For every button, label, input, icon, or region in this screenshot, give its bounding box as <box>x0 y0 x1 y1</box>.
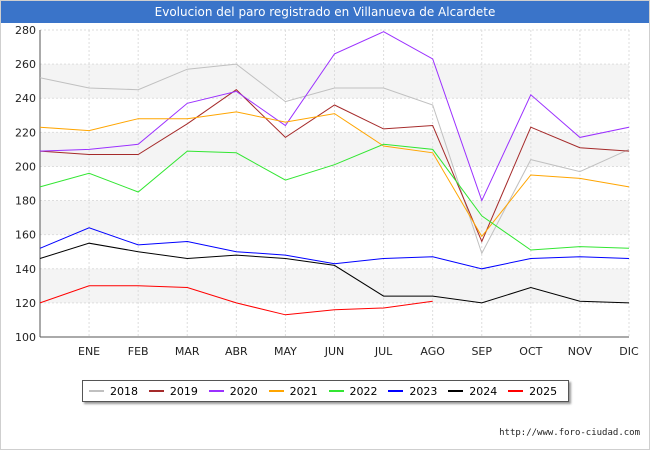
source-url: http://www.foro-ciudad.com <box>499 428 640 438</box>
y-tick-label: 140 <box>15 263 36 276</box>
y-tick-label: 280 <box>15 24 36 37</box>
legend-item-2025: 2025 <box>508 385 568 398</box>
x-tick-label: DIC <box>619 345 639 358</box>
grid-band <box>40 64 629 99</box>
legend-swatch <box>268 390 284 392</box>
x-tick-label: ENE <box>78 345 100 358</box>
chart-title: Evolucion del paro registrado en Villanu… <box>1 1 649 23</box>
legend-swatch <box>448 390 464 392</box>
legend-label: 2023 <box>409 384 438 398</box>
legend-item-2019: 2019 <box>148 384 209 398</box>
x-tick-label: ABR <box>225 345 248 358</box>
y-tick-label: 220 <box>15 126 36 139</box>
x-tick-label: MAY <box>274 345 297 358</box>
x-tick-label: JUL <box>374 345 393 358</box>
legend-item-2018: 2018 <box>89 385 149 398</box>
legend-label: 2021 <box>289 384 318 398</box>
legend-label: 2024 <box>469 384 498 398</box>
y-tick-label: 240 <box>15 92 36 105</box>
x-tick-label: SEP <box>471 345 492 358</box>
y-tick-label: 160 <box>15 229 36 242</box>
x-tick-label: JUN <box>324 345 345 358</box>
legend-label: 2018 <box>110 384 138 398</box>
x-tick-label: NOV <box>568 345 593 358</box>
x-tick-label: MAR <box>175 345 200 358</box>
legend-item-2020: 2020 <box>208 384 269 398</box>
legend-item-2024: 2024 <box>448 385 508 398</box>
series-line-2019 <box>39 89 630 243</box>
legend-swatch <box>208 390 224 392</box>
legend-swatch <box>89 390 104 392</box>
series-line-2022 <box>39 143 630 251</box>
y-tick-label: 260 <box>15 58 36 71</box>
series-line-2020 <box>39 31 630 202</box>
legend-swatch <box>328 390 344 392</box>
legend-item-2023: 2023 <box>388 385 448 398</box>
y-tick-label: 120 <box>15 297 36 310</box>
grid-band <box>40 200 629 235</box>
x-tick-label: AGO <box>420 345 445 358</box>
y-tick-label: 100 <box>15 331 36 344</box>
x-tick-label: FEB <box>128 345 149 358</box>
series-line-2024 <box>39 242 630 304</box>
y-tick-label: 180 <box>15 195 36 208</box>
series-line-2021 <box>39 111 630 238</box>
legend-label: 2025 <box>529 384 558 398</box>
legend-swatch <box>508 390 524 392</box>
legend-item-2021: 2021 <box>268 384 329 398</box>
series-line-2025 <box>39 285 433 316</box>
x-tick-label: OCT <box>519 345 542 358</box>
series-line-2023 <box>39 227 630 270</box>
grid-band <box>40 132 629 167</box>
legend-item-2022: 2022 <box>328 384 389 398</box>
y-tick-label: 200 <box>15 160 36 173</box>
legend-swatch <box>148 390 164 392</box>
series-line-2018 <box>39 63 630 255</box>
legend-label: 2020 <box>229 384 258 398</box>
legend-swatch <box>388 390 404 392</box>
chart-legend: 2018 2019 2020 2021 2022 2023 2024 2025 <box>82 380 569 402</box>
legend-label: 2022 <box>349 384 378 398</box>
legend-label: 2019 <box>169 384 198 398</box>
